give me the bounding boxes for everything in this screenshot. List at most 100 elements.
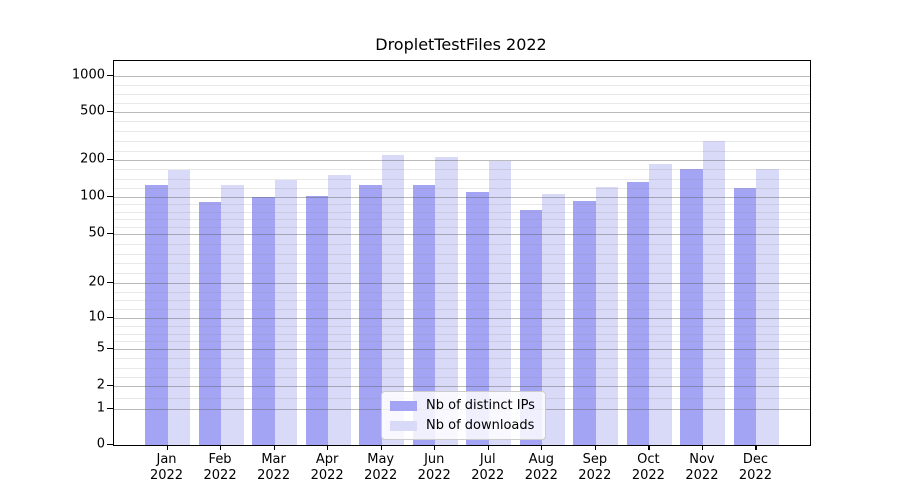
gridline-minor (114, 131, 810, 133)
y-tick-mark (107, 408, 113, 410)
y-tick-mark (107, 385, 113, 387)
gridline-minor (114, 325, 810, 327)
y-tick-mark (107, 110, 113, 112)
y-axis-tick-label: 20 (88, 274, 105, 290)
bar-distinct-ips-mar (252, 196, 275, 445)
y-axis-tick-label: 10 (88, 309, 105, 325)
bar-distinct-ips-oct (626, 182, 650, 445)
x-axis-tick-label: Sep 2022 (578, 452, 612, 483)
x-tick-mark (380, 445, 382, 450)
y-axis-tick-label: 1 (96, 400, 105, 416)
y-axis-tick-label: 2 (96, 377, 105, 393)
x-tick-mark (434, 445, 436, 450)
legend-swatch-downloads (390, 420, 417, 431)
gridline-minor (114, 219, 810, 221)
x-tick-mark (594, 445, 597, 450)
x-axis-tick-label: Mar 2022 (257, 452, 291, 483)
legend-item-downloads: Nb of downloads (390, 417, 535, 434)
gridline-major-2 (114, 386, 810, 387)
x-tick-mark (327, 445, 329, 450)
legend-label-distinct-ips: Nb of distinct IPs (426, 398, 535, 413)
x-tick-mark (541, 445, 543, 450)
bar-downloads-apr (328, 175, 351, 445)
gridline-minor (114, 376, 810, 378)
bar-downloads-jul (488, 160, 512, 445)
x-axis-tick-label: Dec 2022 (738, 452, 772, 483)
gridline-major-1000 (114, 75, 810, 77)
plot-area (113, 60, 811, 446)
gridline-minor (114, 169, 810, 171)
gridline-minor (114, 140, 810, 142)
gridline-minor (114, 291, 810, 293)
chart-title: DropletTestFiles 2022 (375, 35, 547, 54)
legend-swatch-distinct-ips (390, 400, 417, 411)
gridline-minor (114, 253, 810, 255)
bar-downloads-may (381, 154, 405, 445)
gridline-minor (114, 187, 810, 189)
gridline-minor (114, 226, 810, 228)
gridline-minor (114, 358, 810, 360)
y-tick-mark (107, 282, 113, 284)
y-axis-tick-label: 100 (80, 188, 105, 204)
bar-distinct-ips-jul (466, 192, 489, 445)
bar-downloads-oct (649, 164, 672, 445)
gridline-minor (114, 333, 810, 335)
bar-downloads-aug (542, 194, 565, 445)
x-tick-mark (487, 445, 489, 450)
y-axis-tick-label: 50 (88, 225, 105, 241)
x-axis-tick-label: Nov 2022 (685, 452, 719, 483)
x-tick-mark (701, 445, 704, 450)
gridline-minor (114, 309, 810, 311)
y-tick-mark (107, 195, 113, 197)
bar-downloads-jun (435, 157, 458, 445)
bar-distinct-ips-nov (680, 168, 703, 445)
legend-label-downloads: Nb of downloads (426, 418, 535, 433)
legend: Nb of distinct IPs Nb of downloads (381, 391, 546, 440)
y-tick-mark (107, 233, 113, 235)
bar-downloads-jan (167, 170, 191, 445)
x-axis-tick-label: Jan 2022 (149, 452, 184, 483)
x-tick-mark (166, 445, 168, 450)
gridline-major-100 (114, 196, 810, 198)
x-tick-mark (220, 445, 222, 450)
bar-distinct-ips-may (359, 184, 382, 445)
x-axis-tick-label: Jun 2022 (417, 452, 451, 483)
x-axis-tick-label: Apr 2022 (310, 452, 344, 483)
gridline-minor (114, 300, 810, 302)
gridline-minor (114, 243, 810, 245)
gridline-minor (114, 178, 810, 180)
gridline-minor (114, 93, 810, 95)
gridline-minor (114, 121, 810, 123)
gridline-major-500 (114, 111, 810, 113)
gridline-minor (114, 84, 810, 86)
y-tick-mark (107, 348, 113, 350)
bar-distinct-ips-dec (733, 188, 757, 445)
y-axis-tick-label: 200 (80, 151, 105, 167)
x-axis-tick-label: Feb 2022 (203, 452, 237, 483)
y-tick-mark (107, 159, 113, 161)
y-tick-mark (107, 74, 113, 76)
legend-item-distinct-ips: Nb of distinct IPs (390, 397, 535, 414)
gridline-minor (114, 341, 810, 343)
x-axis-tick-label: Aug 2022 (524, 452, 558, 483)
bar-distinct-ips-jan (145, 184, 168, 445)
gridline-minor (114, 204, 810, 206)
y-axis-tick-label: 0 (96, 436, 105, 452)
gridline-major-20 (114, 283, 810, 284)
gridline-minor (114, 211, 810, 213)
bar-distinct-ips-apr (305, 195, 329, 445)
gridline-minor (114, 150, 810, 152)
bar-downloads-sep (595, 187, 619, 445)
y-axis-tick-label: 1000 (71, 67, 105, 83)
y-axis-tick-label: 5 (96, 340, 105, 356)
bar-downloads-feb (221, 184, 244, 445)
gridline-minor (114, 263, 810, 265)
gridline-minor (114, 102, 810, 104)
bar-distinct-ips-jun (412, 185, 436, 445)
gridline-major-10 (114, 317, 810, 319)
x-tick-mark (273, 445, 275, 450)
bar-downloads-mar (274, 179, 298, 445)
gridline-major-200 (114, 160, 810, 162)
bar-downloads-dec (756, 168, 779, 445)
